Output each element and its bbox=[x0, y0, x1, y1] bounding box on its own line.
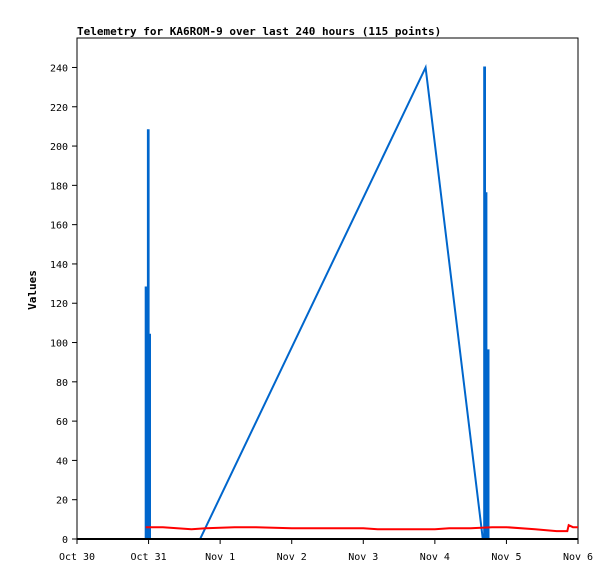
x-tick-label: Nov 2 bbox=[277, 552, 307, 563]
y-tick-label: 160 bbox=[50, 221, 68, 232]
series-line-1 bbox=[145, 523, 578, 533]
chart-title: Telemetry for KA6ROM-9 over last 240 hou… bbox=[77, 25, 441, 38]
x-tick-label: Oct 30 bbox=[59, 552, 95, 563]
x-tick-label: Nov 3 bbox=[348, 552, 378, 563]
y-tick-label: 100 bbox=[50, 339, 68, 350]
y-axis-label: Values bbox=[26, 270, 39, 310]
x-tick-label: Nov 5 bbox=[491, 552, 521, 563]
x-tick-label: Nov 4 bbox=[420, 552, 450, 563]
y-tick-label: 20 bbox=[56, 496, 68, 507]
y-tick-label: 180 bbox=[50, 181, 68, 192]
x-tick-label: Nov 1 bbox=[205, 552, 235, 563]
y-tick-label: 60 bbox=[56, 417, 68, 428]
x-tick-label: Nov 6 bbox=[563, 552, 593, 563]
plot-area: 0 20 40 60 80 100 120 140 160 180 200 220 240 Oct 30 O… bbox=[50, 37, 593, 563]
y-tick-label: 40 bbox=[56, 456, 68, 467]
y-tick-label: 220 bbox=[50, 103, 68, 114]
y-tick-label: 140 bbox=[50, 260, 68, 271]
plot-frame bbox=[76, 37, 579, 540]
y-tick-label: 0 bbox=[62, 535, 68, 546]
series-line-0 bbox=[144, 63, 490, 540]
y-tick-label: 240 bbox=[50, 63, 68, 74]
y-tick-label: 80 bbox=[56, 378, 68, 389]
x-tick-label: Oct 31 bbox=[131, 552, 167, 563]
y-tick-label: 120 bbox=[50, 299, 68, 310]
y-tick-label: 200 bbox=[50, 142, 68, 153]
